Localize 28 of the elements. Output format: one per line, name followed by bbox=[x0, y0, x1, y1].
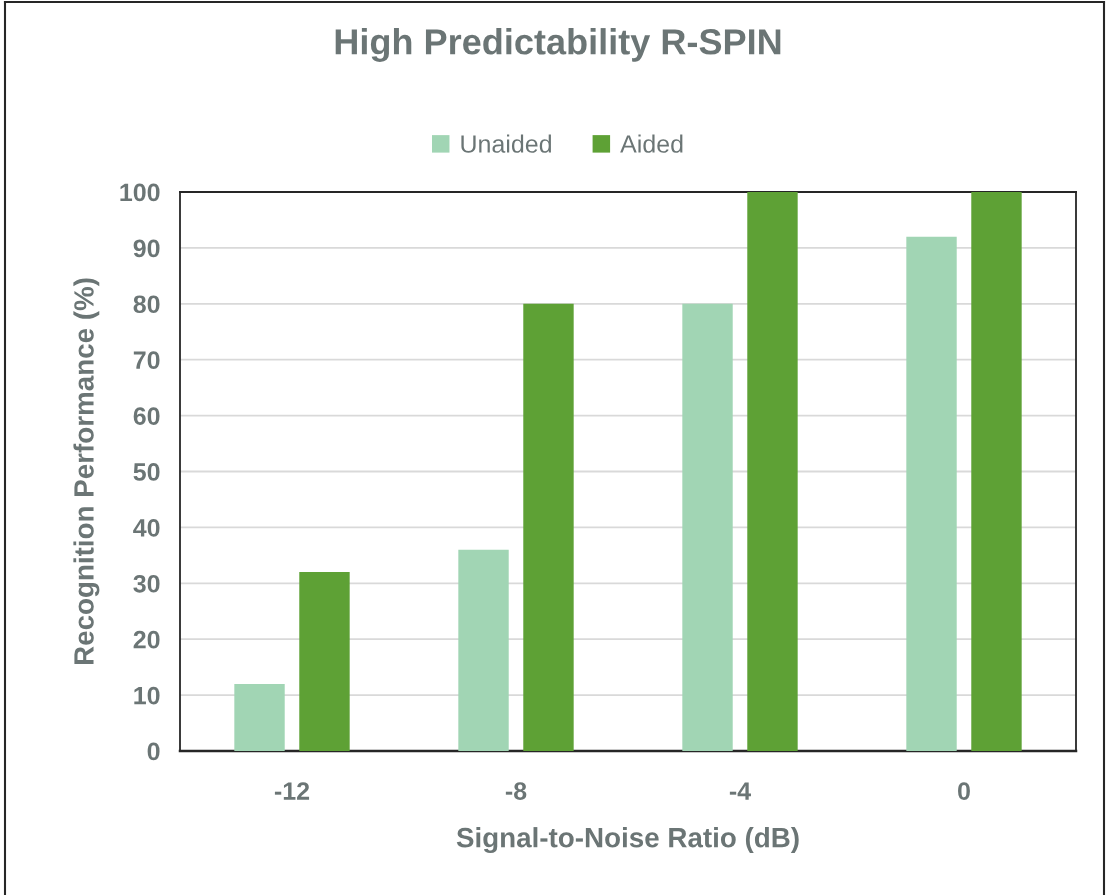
x-tick-label: -8 bbox=[505, 782, 527, 800]
legend-label: Unaided bbox=[461, 134, 551, 153]
x-tick-label: -12 bbox=[274, 782, 310, 800]
y-tick-label: 10 bbox=[134, 686, 160, 705]
chart-title: High Predictability R-SPIN bbox=[335, 28, 781, 62]
bar bbox=[458, 549, 509, 751]
bar bbox=[682, 303, 733, 751]
y-tick-label: 50 bbox=[133, 463, 160, 481]
bar bbox=[523, 303, 574, 751]
y-tick-label: 100 bbox=[120, 183, 160, 202]
y-tick-label: 40 bbox=[133, 519, 160, 537]
bar bbox=[747, 192, 798, 751]
y-tick-label: 90 bbox=[133, 239, 160, 258]
y-tick-label: 60 bbox=[133, 407, 160, 425]
bar bbox=[234, 683, 285, 751]
y-tick-label: 80 bbox=[133, 295, 160, 314]
y-tick-label: 20 bbox=[133, 630, 160, 649]
bar bbox=[971, 192, 1022, 751]
y-tick-label: 70 bbox=[133, 351, 160, 369]
legend-label: Aided bbox=[620, 134, 683, 153]
y-tick-label: 0 bbox=[147, 742, 160, 761]
x-tick-label: 0 bbox=[958, 782, 970, 800]
x-axis-title: Signal-to-Noise Ratio (dB) bbox=[456, 827, 799, 854]
x-tick-label: -4 bbox=[729, 782, 751, 800]
bar bbox=[299, 572, 350, 751]
bar bbox=[906, 236, 957, 751]
y-axis-title: Recognition Performance (%) bbox=[73, 278, 100, 665]
y-tick-label: 30 bbox=[133, 574, 160, 593]
